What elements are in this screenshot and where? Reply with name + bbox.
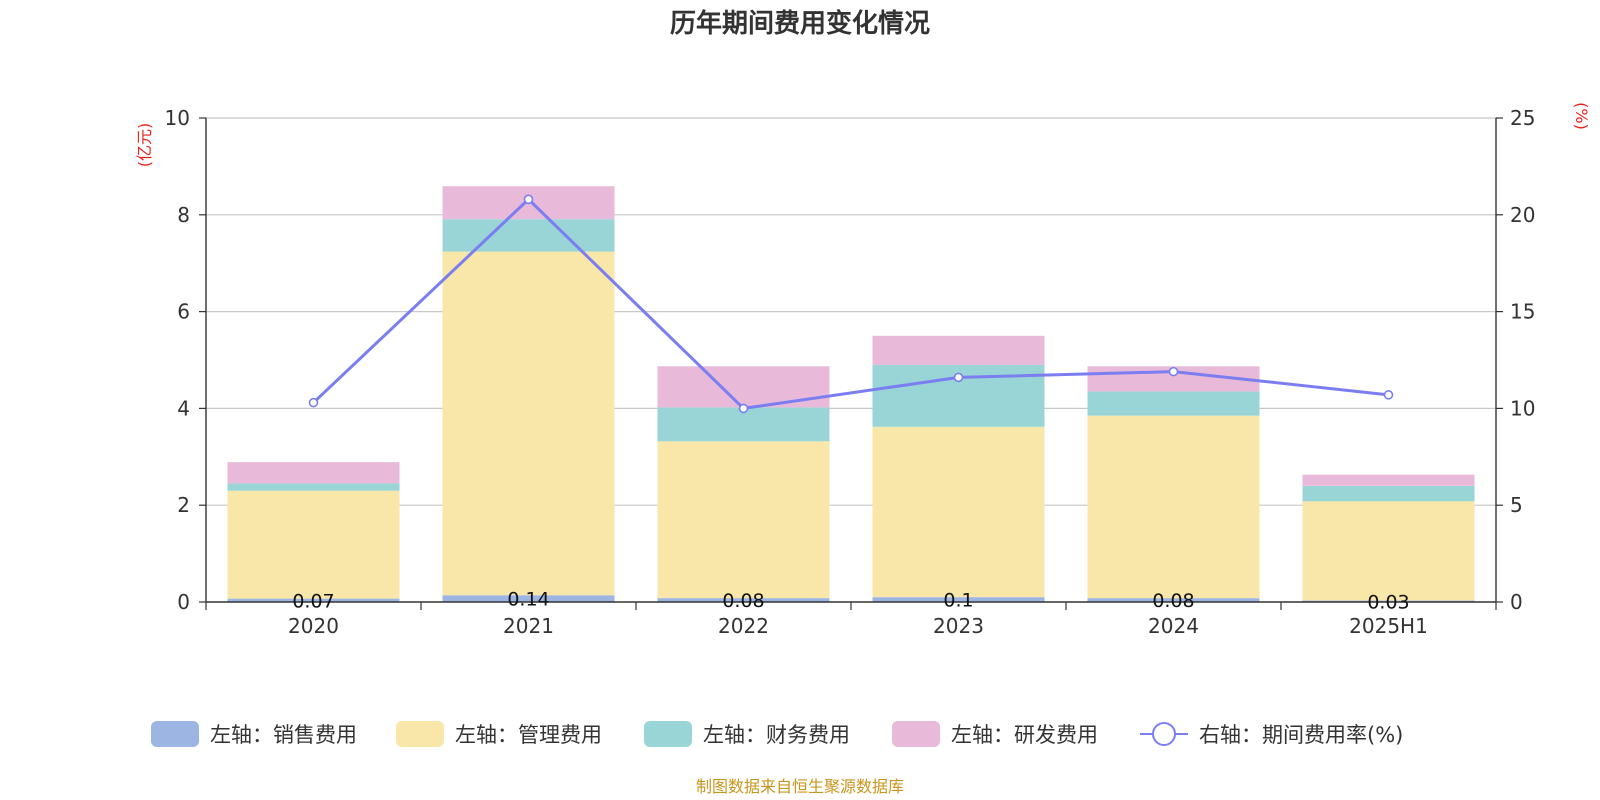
bar-value-label: 0.08 [722,590,764,612]
legend-swatch [644,721,692,747]
bar-value-label: 0.14 [507,589,549,611]
right-axis-tick-label: 25 [1510,106,1535,130]
bar-segment [1087,415,1260,599]
legend-swatch [151,721,199,747]
expense-rate-point [523,194,534,205]
bar-segment [227,490,400,599]
bar-value-label: 0.1 [943,590,973,612]
x-axis-category-label: 2021 [503,614,554,638]
right-axis-tick-label: 15 [1510,300,1535,324]
bar-segment [1087,391,1260,416]
bar-segment [227,483,400,491]
legend-swatch [396,721,444,747]
bar-segment [227,462,400,484]
line-layer [308,194,1394,414]
bar-layer [227,186,1475,602]
bar-segment [442,251,615,596]
label-layer: 0.07 0.14 0.08 0.1 0.08 0.03 [292,589,1409,614]
bar-segment [1302,501,1475,601]
legend-label: 左轴：销售费用 [210,723,357,747]
bar-segment [1302,485,1475,502]
bar-segment [227,598,400,602]
left-axis-tick-label: 8 [177,203,190,227]
x-axis-category-label: 2024 [1148,614,1199,638]
right-axis-unit: (%) [1572,102,1591,130]
bar-value-label: 0.07 [292,590,334,612]
expense-rate-point [738,403,749,414]
legend-label: 左轴：管理费用 [455,723,602,747]
expense-rate-point [1383,390,1394,400]
left-axis-tick-label: 6 [177,300,190,324]
bar-segment [442,595,615,602]
legend-label: 左轴：财务费用 [703,723,850,747]
chart-title: 历年期间费用变化情况 [670,8,930,39]
legend: 左轴：销售费用 左轴：管理费用 左轴：财务费用 左轴：研发费用 右轴：期间费用率(%) [151,721,1403,747]
bar-segment [872,597,1045,602]
legend-marker [1152,722,1176,746]
x-axis-category-label: 2022 [718,614,769,638]
x-axis-category-label: 2025H1 [1349,614,1428,638]
bar-segment [657,598,830,602]
x-axis-category-label: 2023 [933,614,984,638]
right-axis-tick-label: 20 [1510,203,1535,227]
x-axis-category-label: 2020 [288,614,339,638]
bar-segment [872,426,1045,598]
bar-segment [1087,598,1260,602]
expense-rate-point [1168,366,1179,377]
bar-segment [442,219,615,252]
legend-label: 左轴：研发费用 [951,723,1098,747]
legend-label: 右轴：期间费用率(%) [1199,723,1403,747]
expense-rate-line [312,197,1389,410]
left-axis-tick-label: 2 [177,493,190,517]
data-source-note: 制图数据来自恒生聚源数据库 [696,777,904,796]
bar-segment [657,366,830,408]
left-axis-tick-label: 0 [177,590,190,614]
right-axis-tick-label: 10 [1510,396,1535,420]
bar-segment [1302,600,1475,602]
grid-layer [206,117,1496,506]
left-axis-unit: (亿元) [135,123,154,168]
expense-rate-point [953,372,964,383]
legend-swatch [892,721,940,747]
left-axis-tick-label: 4 [177,396,190,420]
left-axis-tick-label: 10 [165,106,190,130]
bar-segment [657,441,830,599]
bar-segment [872,335,1045,365]
bar-value-label: 0.08 [1152,590,1194,612]
axis-layer: 0 2 4 6 8 10 0 5 10 15 20 25 2020 2021 2022 2023 2024 202… [165,106,1536,638]
expense-rate-point [308,397,319,408]
bar-segment [1302,474,1475,486]
right-axis-tick-label: 5 [1510,493,1523,517]
right-axis-tick-label: 0 [1510,590,1523,614]
bar-value-label: 0.03 [1367,591,1409,613]
